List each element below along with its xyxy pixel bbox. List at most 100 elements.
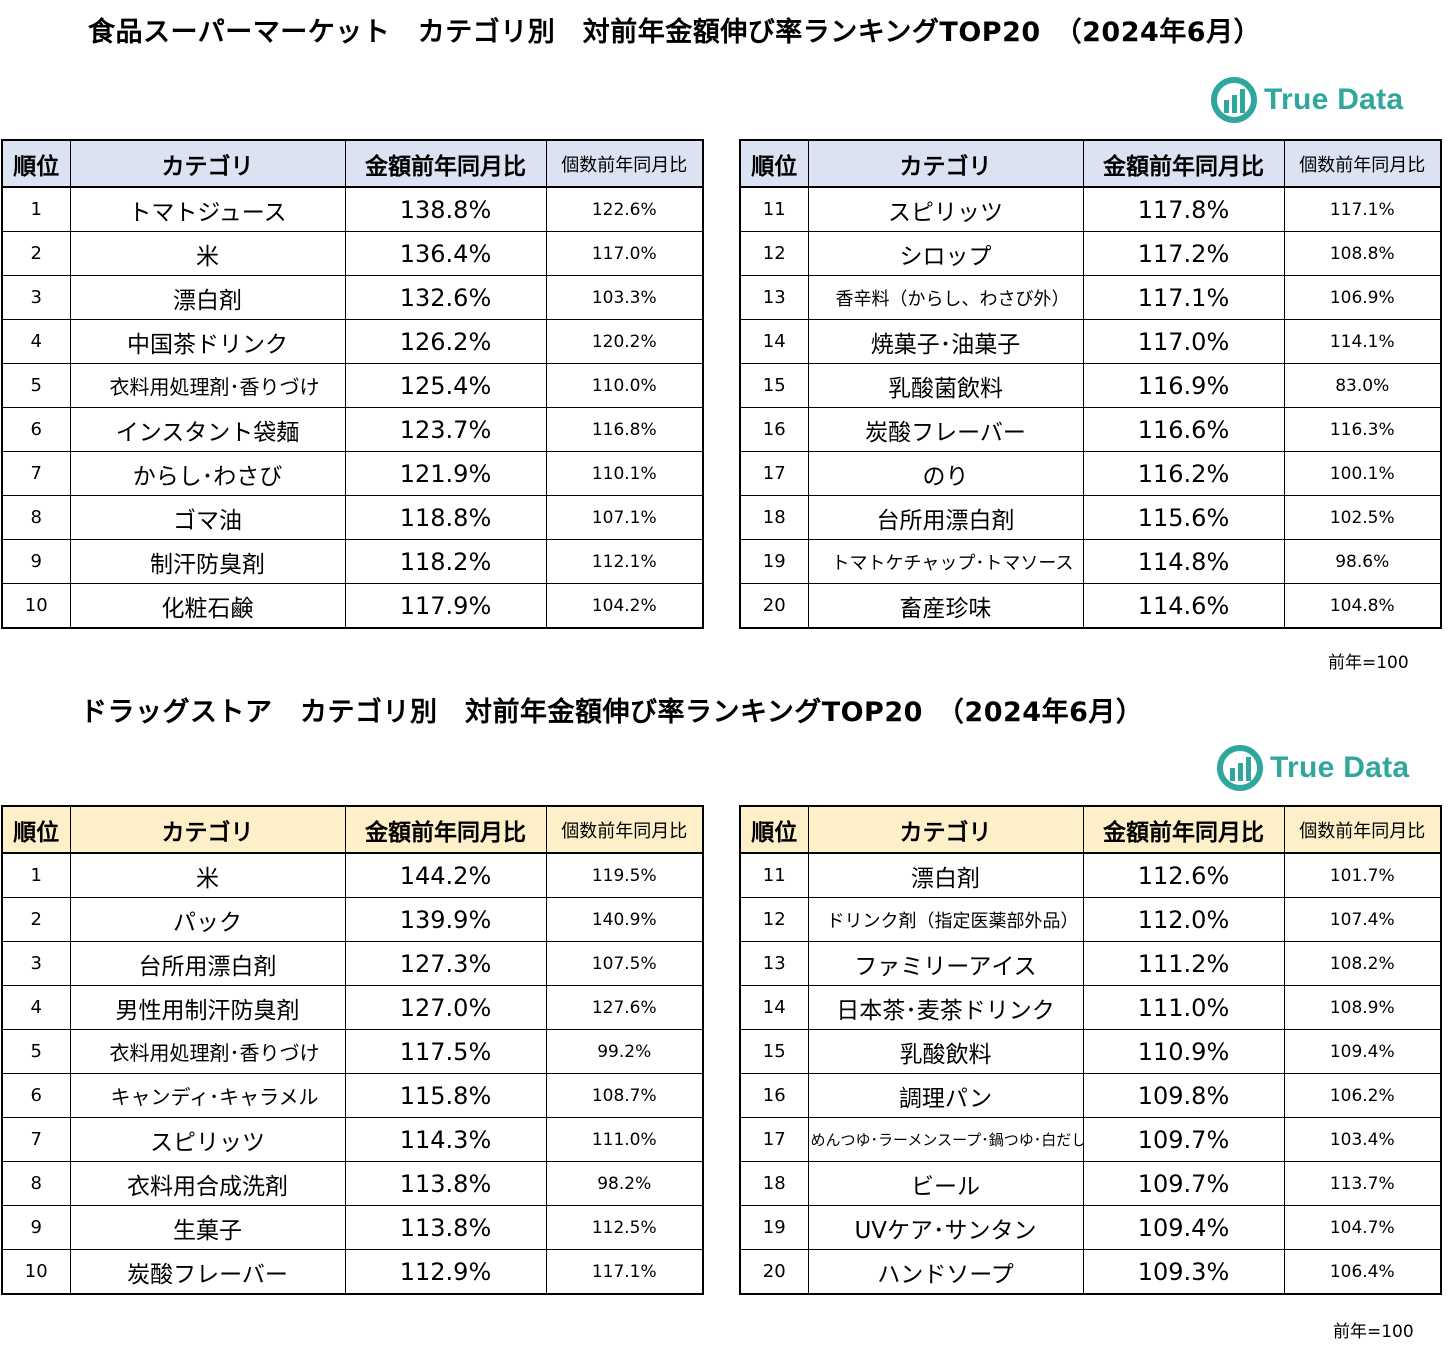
category-cell: パック — [69, 897, 346, 942]
amount-yoy-cell: 114.8% — [1082, 539, 1285, 584]
amount-yoy-cell: 117.5% — [344, 1029, 547, 1074]
table-row: 9 生菓子 113.8% 112.5% — [1, 1205, 704, 1250]
amount-yoy-cell: 109.3% — [1082, 1249, 1285, 1295]
category-cell: 漂白剤 — [69, 275, 346, 320]
category-cell: 調理パン — [807, 1073, 1084, 1118]
table-row: 16 炭酸フレーバー 116.6% 116.3% — [739, 407, 1442, 452]
rank-cell: 6 — [1, 1073, 71, 1118]
rank-header: 順位 — [1, 139, 71, 188]
rank-cell: 12 — [739, 231, 809, 276]
drugstore-table-right: 順位 カテゴリ 金額前年同月比 個数前年同月比 11 漂白剤 112.6% 101.7% 12 ド… — [739, 805, 1442, 1295]
rank-cell: 7 — [1, 451, 71, 496]
logo-text: True Data — [1264, 83, 1404, 116]
rank-cell: 5 — [1, 363, 71, 408]
rank-cell: 14 — [739, 319, 809, 364]
table-row: 8 ゴマ油 118.8% 107.1% — [1, 495, 704, 540]
category-cell: 日本茶･麦茶ドリンク — [807, 985, 1084, 1030]
table-row: 5 衣料用処理剤･香りづけ 125.4% 110.0% — [1, 363, 704, 408]
count-yoy-cell: 116.8% — [545, 407, 704, 452]
table-row: 19 トマトケチャップ･トマソース 114.8% 98.6% — [739, 539, 1442, 584]
count-yoy-cell: 112.1% — [545, 539, 704, 584]
rank-cell: 11 — [739, 852, 809, 898]
table-row: 10 化粧石鹸 117.9% 104.2% — [1, 583, 704, 629]
rank-cell: 10 — [1, 583, 71, 629]
table-row: 13 ファミリーアイス 111.2% 108.2% — [739, 941, 1442, 986]
logo-text: True Data — [1270, 751, 1410, 784]
drugstore-note: 前年=100 — [1333, 1322, 1414, 1342]
category-cell: インスタント袋麺 — [69, 407, 346, 452]
amount-yoy-cell: 132.6% — [344, 275, 547, 320]
amount-yoy-cell: 109.7% — [1082, 1161, 1285, 1206]
count-yoy-cell: 117.0% — [545, 231, 704, 276]
drugstore-table-left: 順位 カテゴリ 金額前年同月比 個数前年同月比 1 米 144.2% 119.5% 2 パック 13… — [1, 805, 704, 1295]
table-row: 18 ビール 109.7% 113.7% — [739, 1161, 1442, 1206]
supermarket-table-right: 順位 カテゴリ 金額前年同月比 個数前年同月比 11 スピリッツ 117.8% 117.1% 1… — [739, 139, 1442, 629]
table-row: 15 乳酸菌飲料 116.9% 83.0% — [739, 363, 1442, 408]
table-row: 6 インスタント袋麺 123.7% 116.8% — [1, 407, 704, 452]
category-header: カテゴリ — [69, 805, 346, 854]
count-yoy-cell: 107.1% — [545, 495, 704, 540]
count-yoy-cell: 101.7% — [1283, 852, 1442, 898]
rank-cell: 1 — [1, 852, 71, 898]
table-row: 1 トマトジュース 138.8% 122.6% — [1, 186, 704, 232]
table-row: 1 米 144.2% 119.5% — [1, 852, 704, 898]
table-row: 7 スピリッツ 114.3% 111.0% — [1, 1117, 704, 1162]
amount-yoy-header: 金額前年同月比 — [1082, 139, 1285, 188]
count-yoy-cell: 119.5% — [545, 852, 704, 898]
category-cell: 炭酸フレーバー — [807, 407, 1084, 452]
true-data-logo: True Data — [1216, 744, 1409, 792]
rank-cell: 17 — [739, 1117, 809, 1162]
count-yoy-cell: 83.0% — [1283, 363, 1442, 408]
rank-cell: 18 — [739, 1161, 809, 1206]
count-yoy-cell: 108.9% — [1283, 985, 1442, 1030]
table-row: 19 UVケア･サンタン 109.4% 104.7% — [739, 1205, 1442, 1250]
count-yoy-header: 個数前年同月比 — [1283, 139, 1442, 188]
category-cell: キャンディ･キャラメル — [69, 1073, 346, 1118]
table-row: 18 台所用漂白剤 115.6% 102.5% — [739, 495, 1442, 540]
rank-cell: 7 — [1, 1117, 71, 1162]
count-yoy-cell: 122.6% — [545, 186, 704, 232]
count-yoy-cell: 110.0% — [545, 363, 704, 408]
rank-cell: 20 — [739, 583, 809, 629]
amount-yoy-header: 金額前年同月比 — [1082, 805, 1285, 854]
category-cell: からし･わさび — [69, 451, 346, 496]
count-yoy-cell: 140.9% — [545, 897, 704, 942]
amount-yoy-cell: 110.9% — [1082, 1029, 1285, 1074]
amount-yoy-cell: 114.6% — [1082, 583, 1285, 629]
amount-yoy-cell: 109.4% — [1082, 1205, 1285, 1250]
amount-yoy-cell: 117.9% — [344, 583, 547, 629]
header-row: 順位 カテゴリ 金額前年同月比 個数前年同月比 — [1, 139, 704, 188]
category-cell: ゴマ油 — [69, 495, 346, 540]
amount-yoy-cell: 111.0% — [1082, 985, 1285, 1030]
category-cell: スピリッツ — [69, 1117, 346, 1162]
rank-cell: 19 — [739, 539, 809, 584]
rank-cell: 4 — [1, 319, 71, 364]
amount-yoy-cell: 139.9% — [344, 897, 547, 942]
amount-yoy-cell: 125.4% — [344, 363, 547, 408]
amount-yoy-cell: 118.2% — [344, 539, 547, 584]
rank-cell: 15 — [739, 1029, 809, 1074]
count-yoy-cell: 102.5% — [1283, 495, 1442, 540]
count-yoy-cell: 106.4% — [1283, 1249, 1442, 1295]
header-row: 順位 カテゴリ 金額前年同月比 個数前年同月比 — [739, 805, 1442, 854]
supermarket-title: 食品スーパーマーケット カテゴリ別 対前年金額伸び率ランキングTOP20 （20… — [88, 17, 1262, 48]
category-cell: のり — [807, 451, 1084, 496]
count-yoy-cell: 110.1% — [545, 451, 704, 496]
table-row: 2 米 136.4% 117.0% — [1, 231, 704, 276]
count-yoy-cell: 127.6% — [545, 985, 704, 1030]
rank-cell: 4 — [1, 985, 71, 1030]
rank-cell: 10 — [1, 1249, 71, 1295]
table-row: 2 パック 139.9% 140.9% — [1, 897, 704, 942]
category-cell: トマトジュース — [69, 186, 346, 232]
category-cell: シロップ — [807, 231, 1084, 276]
amount-yoy-cell: 121.9% — [344, 451, 547, 496]
rank-header: 順位 — [739, 805, 809, 854]
rank-cell: 14 — [739, 985, 809, 1030]
category-cell: トマトケチャップ･トマソース — [807, 539, 1084, 584]
amount-yoy-cell: 127.0% — [344, 985, 547, 1030]
category-cell: 香辛料（からし、わさび外） — [807, 275, 1084, 320]
rank-cell: 3 — [1, 275, 71, 320]
rank-cell: 19 — [739, 1205, 809, 1250]
category-cell: 衣料用合成洗剤 — [69, 1161, 346, 1206]
category-cell: 衣料用処理剤･香りづけ — [69, 1029, 346, 1074]
